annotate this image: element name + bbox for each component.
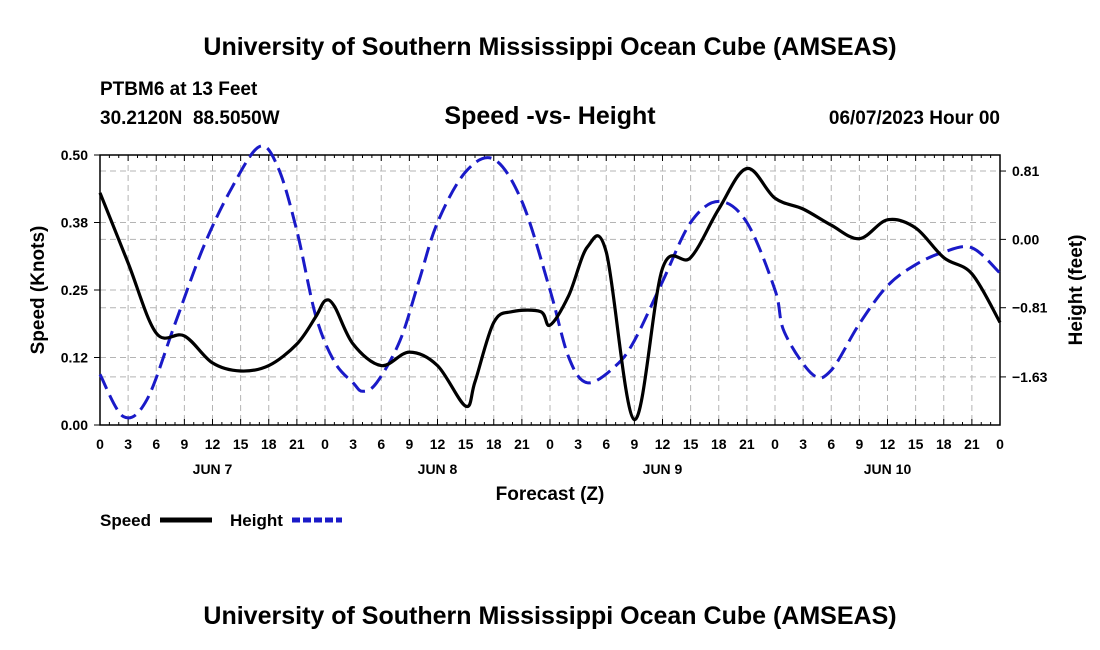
y-tick-label: 0.38: [61, 215, 88, 231]
y2-axis-title: Height (feet): [1066, 235, 1087, 346]
speed-series-line: [98, 166, 1002, 422]
x-tick-label: 12: [655, 436, 671, 452]
x-tick-label: 6: [827, 436, 835, 452]
x-tick-label: 18: [936, 436, 952, 452]
x-tick-label: 9: [630, 436, 638, 452]
x-tick-label: 18: [711, 436, 727, 452]
x-tick-label: 3: [574, 436, 582, 452]
x-tick-label: 21: [289, 436, 305, 452]
y2-tick-label: −0.81: [1012, 300, 1048, 316]
chart-subtitle: Speed -vs- Height: [444, 102, 656, 130]
y-tick-label: 0.12: [61, 350, 88, 366]
x-tick-label: 9: [405, 436, 413, 452]
legend-height-label: Height: [230, 511, 283, 530]
coordinates-label: 30.2120N 88.5050W: [100, 108, 280, 129]
x-tick-label: 15: [908, 436, 924, 452]
y2-tick-label: 0.81: [1012, 163, 1039, 179]
day-label: JUN 9: [643, 461, 683, 477]
footer-title: University of Southern Mississippi Ocean…: [203, 602, 896, 630]
x-tick-label: 0: [771, 436, 779, 452]
plot-area: 0 3 6 9 12 15 18 21 0 3 6 9 12 15 18 21 0 3 6 9 12 15 18 21 0 3 6 9…: [61, 144, 1048, 477]
x-tick-label: 12: [430, 436, 446, 452]
x-tick-label: 21: [964, 436, 980, 452]
y2-tick-label: −1.63: [1012, 369, 1048, 385]
station-label: PTBM6 at 13 Feet: [100, 79, 258, 100]
y-axis-title: Speed (Knots): [28, 226, 49, 355]
x-tick-label: 0: [96, 436, 104, 452]
x-tick-label: 21: [514, 436, 530, 452]
date-label: 06/07/2023 Hour 00: [829, 108, 1000, 129]
x-tick-label: 12: [205, 436, 221, 452]
x-tick-label: 0: [546, 436, 554, 452]
chart-title: University of Southern Mississippi Ocean…: [203, 33, 896, 61]
legend-speed-label: Speed: [100, 511, 151, 530]
x-tick-label: 18: [261, 436, 277, 452]
x-tick-label: 21: [739, 436, 755, 452]
y-tick-label: 0.00: [61, 417, 88, 433]
x-tick-label: 6: [152, 436, 160, 452]
x-tick-label: 15: [233, 436, 249, 452]
x-tick-label: 6: [377, 436, 385, 452]
y2-tick-label: 0.00: [1012, 231, 1039, 247]
y-tick-label: 0.25: [61, 282, 88, 298]
y-tick-label: 0.50: [61, 147, 88, 163]
x-tick-label: 0: [996, 436, 1004, 452]
x-tick-label: 0: [321, 436, 329, 452]
x-tick-label: 15: [683, 436, 699, 452]
x-tick-label: 3: [124, 436, 132, 452]
x-tick-label: 6: [602, 436, 610, 452]
x-tick-label: 12: [880, 436, 896, 452]
day-label: JUN 8: [418, 461, 458, 477]
x-tick-label: 15: [458, 436, 474, 452]
height-series-line: [98, 144, 1002, 420]
day-label: JUN 7: [193, 461, 233, 477]
legend: Speed Height: [100, 511, 342, 530]
day-label: JUN 10: [864, 461, 912, 477]
x-axis-title: Forecast (Z): [496, 484, 605, 505]
x-tick-label: 3: [349, 436, 357, 452]
x-tick-label: 18: [486, 436, 502, 452]
x-tick-label: 9: [855, 436, 863, 452]
x-tick-label: 9: [180, 436, 188, 452]
x-tick-label: 3: [799, 436, 807, 452]
